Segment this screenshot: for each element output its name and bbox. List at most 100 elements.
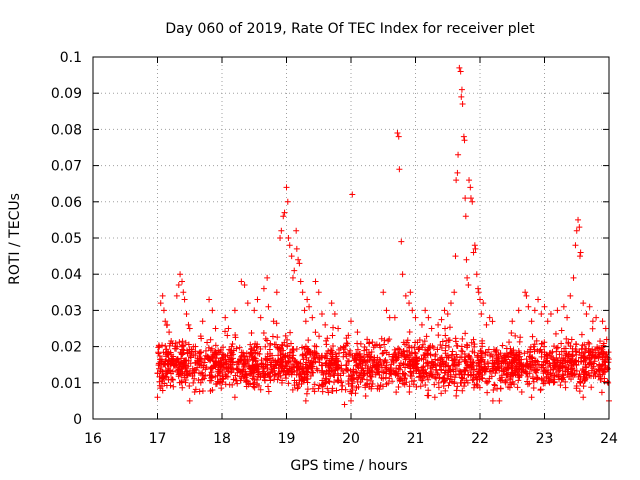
data-point [355,383,362,390]
data-point [218,378,225,385]
data-point [340,343,347,350]
data-point [478,356,485,363]
data-point [538,349,545,356]
data-point [526,370,533,377]
data-point [516,373,523,380]
data-point [204,339,211,346]
data-point [291,267,298,274]
data-point [583,363,590,370]
data-point [268,359,275,366]
data-point [405,362,412,369]
data-point [431,394,438,401]
data-point [572,242,579,249]
data-point [233,345,240,352]
data-point [358,369,365,376]
data-point [226,354,233,361]
data-point [573,382,580,389]
data-point [538,375,545,382]
data-point [243,377,250,384]
data-point [315,289,322,296]
data-point [524,378,531,385]
data-point [458,347,465,354]
data-point [173,292,180,299]
data-point [470,367,477,374]
data-point [573,368,580,375]
data-point [590,373,597,380]
data-point [361,353,368,360]
data-point [340,370,347,377]
data-point [156,360,163,367]
data-point [540,368,547,375]
data-point [220,359,227,366]
data-point [604,354,611,361]
data-point [418,377,425,384]
data-point [212,381,219,388]
data-point [357,340,364,347]
data-point [239,361,246,368]
data-point [330,362,337,369]
data-point [424,350,431,357]
data-point [442,332,449,339]
data-point [452,371,459,378]
data-point [243,383,250,390]
data-point [325,378,332,385]
data-point [412,339,419,346]
data-point [329,368,336,375]
data-point [512,332,519,339]
data-point [302,318,309,325]
data-point [388,371,395,378]
data-point [179,384,186,391]
data-point [342,351,349,358]
data-point [285,367,292,374]
data-point [599,318,606,325]
data-point [558,327,565,334]
data-point [451,289,458,296]
data-point [364,380,371,387]
data-point [333,353,340,360]
data-point [320,371,327,378]
data-point [420,368,427,375]
data-point [242,357,249,364]
data-point [195,377,202,384]
data-point [261,376,268,383]
data-point [188,354,195,361]
data-point [396,346,403,353]
data-point [338,362,345,369]
data-point [207,388,214,395]
data-point [303,366,310,373]
data-point [299,351,306,358]
y-axis-title: ROTI / TECUs [7,193,23,285]
data-point [273,362,280,369]
data-point [264,274,271,281]
data-point [391,351,398,358]
data-point [355,374,362,381]
data-point [455,361,462,368]
data-point [249,365,256,372]
data-point [568,370,575,377]
data-point [464,379,471,386]
data-point [597,338,604,345]
data-point [346,358,353,365]
data-point [192,386,199,393]
data-point [558,340,565,347]
data-point [602,350,609,357]
data-point [514,368,521,375]
data-point [304,296,311,303]
data-point [377,358,384,365]
data-point [440,358,447,365]
data-point [251,307,258,314]
data-point [533,376,540,383]
data-point [424,373,431,380]
data-point [154,394,161,401]
data-point [302,350,309,357]
x-tick-label: 21 [407,431,425,447]
data-point [175,282,182,289]
data-point [273,341,280,348]
data-point [286,242,293,249]
x-tick-label: 22 [471,431,489,447]
data-point [423,333,430,340]
data-point [459,387,466,394]
data-point [461,371,468,378]
data-point [577,249,584,256]
data-point [472,373,479,380]
